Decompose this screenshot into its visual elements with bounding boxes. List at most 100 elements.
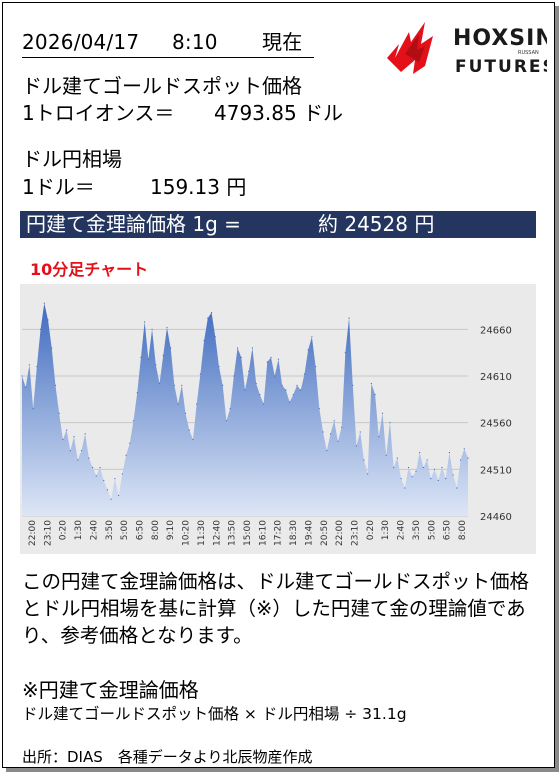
x-tick-label: 0:20 <box>59 520 69 540</box>
data-point <box>441 466 443 469</box>
x-tick-label: 5:00 <box>120 520 130 540</box>
data-point <box>296 384 298 386</box>
data-point <box>229 408 231 410</box>
data-point <box>452 474 454 476</box>
description-text: この円建て金理論価格は、ドル建てゴールドスポット価格とドル円相場を基に計算（※）… <box>22 570 530 647</box>
data-point <box>292 394 294 396</box>
data-point <box>155 364 157 366</box>
x-tick-label: 17:20 <box>274 520 284 546</box>
data-point <box>359 431 361 433</box>
data-point <box>289 401 291 403</box>
data-point <box>266 361 268 363</box>
data-point <box>318 408 320 410</box>
x-tick-label: 19:40 <box>304 520 314 546</box>
x-tick-label: 12:40 <box>212 520 222 546</box>
data-point <box>448 451 451 454</box>
data-point <box>415 470 417 472</box>
data-point <box>66 429 68 431</box>
data-point <box>315 366 317 368</box>
data-point <box>173 384 175 386</box>
data-point <box>467 457 469 459</box>
logo-name: HOXSIN <box>453 26 547 51</box>
data-point <box>407 466 410 469</box>
x-tick-label: 6:50 <box>136 520 146 540</box>
data-point <box>95 475 97 477</box>
chart-caption: 10分足チャート <box>30 260 149 279</box>
x-tick-label: 20:50 <box>320 520 330 546</box>
data-point <box>396 457 398 459</box>
x-tick-label: 3:50 <box>412 520 422 540</box>
x-tick-label: 8:00 <box>458 520 468 540</box>
data-point <box>363 459 365 461</box>
data-point <box>255 382 257 385</box>
x-tick-label: 16:10 <box>258 520 268 546</box>
spot-row: 1トロイオンス＝ 4793.85 ドル <box>22 97 343 126</box>
data-point <box>277 358 280 360</box>
data-point <box>378 436 380 438</box>
data-point <box>445 478 447 480</box>
data-point <box>259 394 261 396</box>
x-tick-label: 22:00 <box>335 520 345 546</box>
data-point <box>285 389 287 391</box>
data-point <box>132 420 135 422</box>
data-point <box>129 442 131 444</box>
data-point <box>281 384 283 386</box>
data-point <box>121 473 123 475</box>
data-point <box>311 336 313 338</box>
x-tick-label: 2:40 <box>89 520 99 540</box>
data-point <box>348 317 350 319</box>
y-tick-label: 24460 <box>480 512 512 523</box>
spot-unit-label: 1トロイオンス＝ <box>22 101 175 125</box>
x-tick-label: 23:10 <box>43 520 53 546</box>
y-tick-label: 24510 <box>480 465 512 476</box>
data-point <box>355 445 358 447</box>
spot-title: ドル建てゴールドスポット価格 <box>22 74 302 98</box>
data-point <box>114 478 116 480</box>
data-point <box>54 384 57 386</box>
data-point <box>274 375 276 377</box>
data-point <box>62 438 64 441</box>
data-point <box>192 438 194 441</box>
data-point <box>43 302 45 304</box>
fx-unit-label: 1ドル＝ <box>22 175 95 199</box>
data-point <box>411 476 413 478</box>
data-point <box>270 356 272 358</box>
x-tick-label: 8:00 <box>151 520 161 540</box>
timestamp-date: 2026/04/17 <box>22 30 140 54</box>
data-point <box>73 436 75 438</box>
data-point <box>36 366 38 368</box>
data-point <box>136 392 138 394</box>
data-point <box>28 364 31 366</box>
data-point <box>147 358 149 360</box>
data-point <box>333 420 335 422</box>
y-tick-label: 24610 <box>480 372 512 383</box>
data-point <box>222 384 224 386</box>
data-point <box>39 328 42 330</box>
data-point <box>233 375 235 377</box>
source-note: 出所：DIAS 各種データより北辰物産作成 <box>22 748 313 766</box>
theory-price-banner: 円建て金理論価格 1g = 約 24528 円 <box>20 211 536 238</box>
data-point <box>140 356 142 358</box>
data-point <box>459 459 462 461</box>
data-point <box>88 457 90 459</box>
data-point <box>419 451 421 454</box>
price-area <box>22 303 468 516</box>
formula-title: ※円建て金理論価格 <box>22 678 199 702</box>
data-point <box>244 389 246 391</box>
x-tick-label: 3:50 <box>105 520 115 540</box>
data-point <box>300 389 302 391</box>
x-tick-label: 18:30 <box>289 520 299 546</box>
data-point <box>144 321 146 323</box>
x-tick-label: 23:10 <box>351 520 361 546</box>
data-point <box>322 431 324 433</box>
data-point <box>166 326 168 329</box>
data-point <box>210 311 213 314</box>
data-point <box>262 403 265 405</box>
data-point <box>92 466 94 469</box>
y-tick-label: 24660 <box>480 325 512 336</box>
data-point <box>118 494 120 497</box>
logo-tiny: RUSSAN <box>518 50 539 56</box>
data-point <box>389 422 391 424</box>
data-point <box>103 479 105 482</box>
x-tick-label: 22:00 <box>28 520 38 546</box>
